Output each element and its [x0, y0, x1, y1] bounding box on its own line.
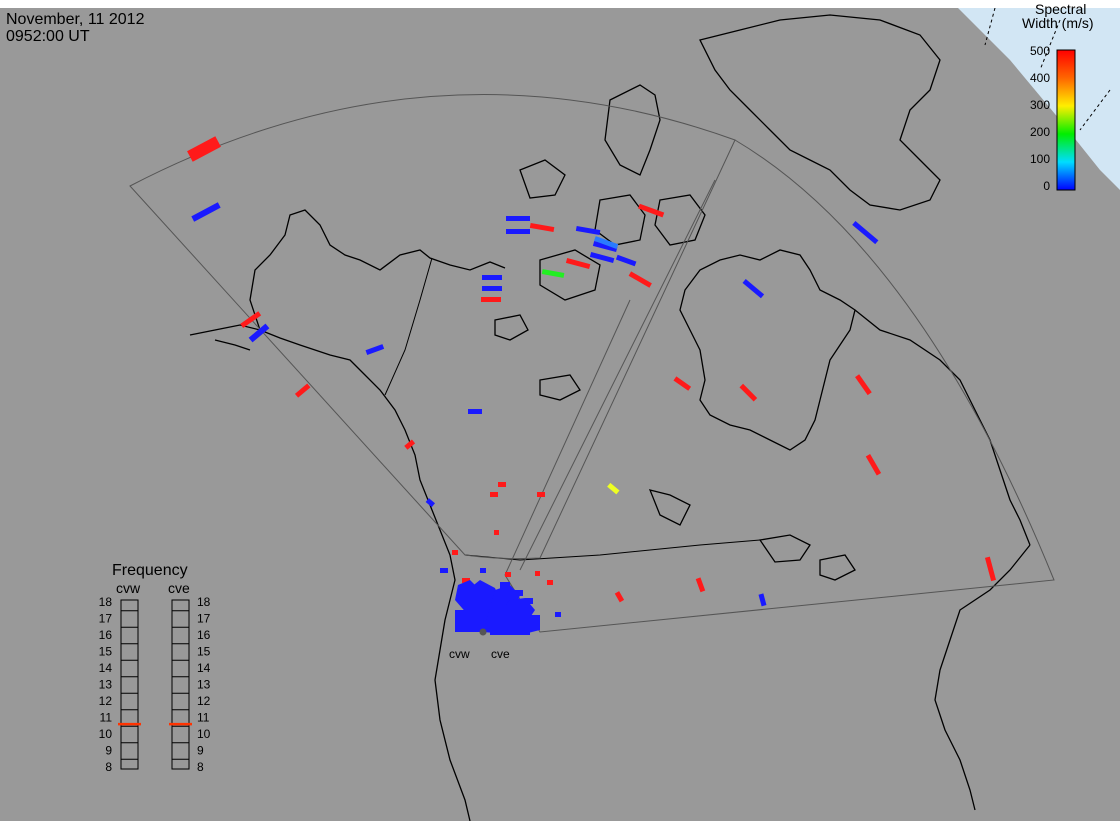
date-label: November, 11 2012 — [6, 11, 145, 28]
frequency-scale-label: 11 — [100, 711, 113, 725]
time-label: 0952:00 UT — [6, 28, 90, 45]
frequency-scale-label: 8 — [105, 760, 112, 774]
echoes-high — [187, 136, 997, 630]
echoes-mid — [541, 269, 565, 278]
frequency-scale-label: 11 — [197, 711, 210, 725]
frequency-scale-label: 16 — [197, 628, 211, 642]
frequency-scale-label: 9 — [105, 744, 112, 758]
frequency-scale-label: 9 — [197, 744, 204, 758]
frequency-scale-label: 17 — [197, 612, 211, 626]
frequency-scale-left: 18 17 16 15 14 13 12 11 10 9 8 — [99, 595, 113, 774]
frequency-scale-label: 18 — [197, 595, 211, 609]
frequency-scale-label: 13 — [197, 678, 211, 692]
top-strip — [0, 0, 1120, 8]
frequency-scale-label: 12 — [197, 694, 211, 708]
echoes-mid-low — [594, 236, 619, 249]
frequency-radar-cve: cve — [168, 580, 190, 596]
echoes-low — [191, 202, 879, 635]
frequency-scale-label: 10 — [99, 727, 113, 741]
site-label-cvw: cvw — [449, 647, 470, 661]
frequency-scale-label: 15 — [99, 645, 113, 659]
fov-outlines — [129, 94, 1055, 633]
night-gridline — [984, 7, 1111, 131]
echoes-mid-high — [607, 482, 620, 495]
frequency-scale-right: 18 17 16 15 14 13 12 11 10 9 8 — [197, 595, 211, 774]
frequency-scale-label: 17 — [99, 612, 113, 626]
night-region — [958, 8, 1120, 190]
colorbar-title-2: Width (m/s) — [1022, 15, 1094, 31]
frequency-scale-label: 14 — [99, 661, 113, 675]
frequency-scale-label: 15 — [197, 645, 211, 659]
colorbar-gradient — [1056, 49, 1076, 191]
colorbar-tick: 300 — [1030, 98, 1050, 112]
colorbar-tick: 100 — [1030, 152, 1050, 166]
radar-site-icon — [479, 628, 487, 636]
frequency-column-cve — [171, 599, 190, 770]
frequency-scale-label: 10 — [197, 727, 211, 741]
frequency-title: Frequency — [112, 562, 188, 579]
colorbar-tick: 200 — [1030, 125, 1050, 139]
colorbar: Spectral Width (m/s) 500 400 300 200 100… — [1022, 1, 1094, 193]
frequency-scale-label: 14 — [197, 661, 211, 675]
colorbar-tick: 0 — [1043, 179, 1050, 193]
site-label-cve: cve — [491, 647, 510, 661]
frequency-scale-label: 18 — [99, 595, 113, 609]
frequency-scale-label: 13 — [99, 678, 113, 692]
colorbar-title-1: Spectral — [1035, 1, 1086, 17]
frequency-panel: Frequency cvw cve 18 17 16 15 14 13 12 11 10 9 8 1… — [99, 562, 211, 774]
frequency-scale-label: 8 — [197, 760, 204, 774]
colorbar-tick: 400 — [1030, 71, 1050, 85]
colorbar-tick: 500 — [1030, 44, 1050, 58]
frequency-radar-cvw: cvw — [116, 580, 141, 596]
frequency-scale-label: 16 — [99, 628, 113, 642]
frequency-column-cvw — [120, 599, 139, 770]
frequency-scale-label: 12 — [99, 694, 113, 708]
